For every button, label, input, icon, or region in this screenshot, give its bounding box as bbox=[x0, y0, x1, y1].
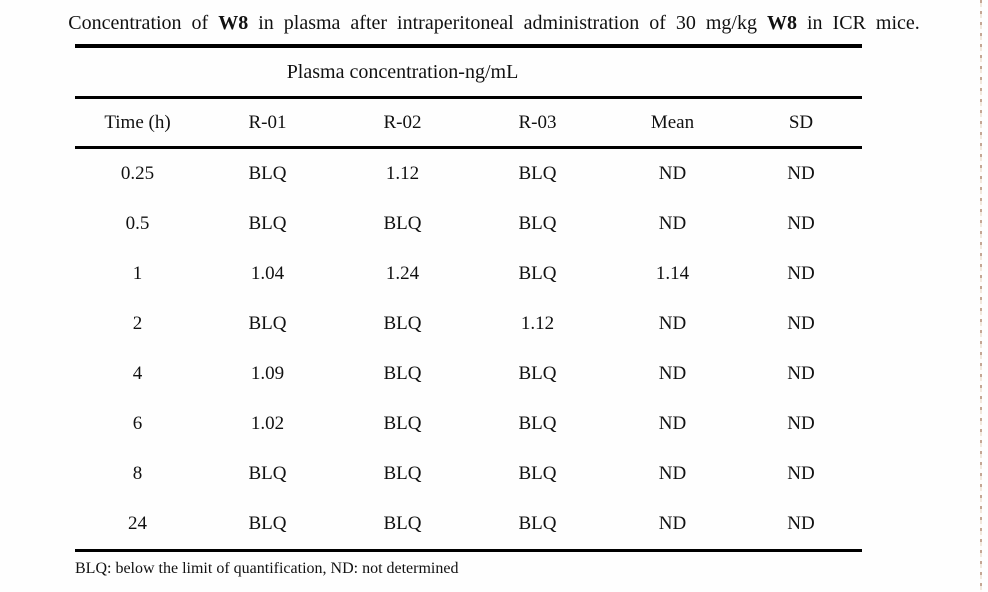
cell-r03: BLQ bbox=[518, 163, 557, 184]
cell-r02: BLQ bbox=[383, 463, 422, 484]
plasma-concentration-table: Plasma concentration-ng/mL Time (h) R-01… bbox=[75, 44, 862, 552]
cell-mean: ND bbox=[658, 213, 687, 234]
cell-time: 1 bbox=[132, 263, 143, 284]
column-header-mean: Mean bbox=[605, 97, 740, 149]
column-header-sd: SD bbox=[740, 97, 862, 149]
cell-r03: BLQ bbox=[518, 363, 557, 384]
cell-time: 4 bbox=[132, 363, 143, 384]
cell-mean: ND bbox=[658, 463, 687, 484]
caption-text: in ICR mice. bbox=[796, 12, 920, 34]
table-caption: Concentration of W8 in plasma after intr… bbox=[0, 0, 988, 36]
cell-sd: ND bbox=[787, 463, 815, 484]
cell-time: 6 bbox=[132, 413, 143, 434]
cell-mean: ND bbox=[605, 499, 740, 552]
cell-r03: BLQ bbox=[518, 413, 557, 434]
cell-r02: BLQ bbox=[383, 313, 422, 334]
cell-r01: 1.04 bbox=[250, 263, 285, 284]
cell-r03: 1.12 bbox=[520, 313, 555, 334]
table-row: 0.5 BLQ BLQ BLQ ND ND bbox=[75, 199, 862, 249]
cell-sd: ND bbox=[787, 413, 815, 434]
caption-compound-name: W8 bbox=[766, 12, 797, 34]
cell-sd: ND bbox=[787, 213, 815, 234]
cell-sd: ND bbox=[740, 499, 862, 552]
cell-sd: ND bbox=[787, 263, 815, 284]
cell-r01: BLQ bbox=[200, 499, 335, 552]
table-footnote: BLQ: below the limit of quantification, … bbox=[75, 560, 459, 577]
table-row: 24 BLQ BLQ BLQ ND ND bbox=[75, 499, 862, 552]
cell-mean: ND bbox=[658, 313, 687, 334]
table-row: 2 BLQ BLQ 1.12 ND ND bbox=[75, 299, 862, 349]
cell-r02: BLQ bbox=[383, 413, 422, 434]
cell-sd: ND bbox=[787, 363, 815, 384]
span-header-spacer bbox=[75, 46, 200, 99]
cell-time: 0.25 bbox=[120, 163, 155, 184]
cell-r02: BLQ bbox=[335, 499, 470, 552]
column-header-r02: R-02 bbox=[335, 97, 470, 149]
cell-r01: BLQ bbox=[248, 313, 287, 334]
column-header-r03: R-03 bbox=[470, 97, 605, 149]
cell-mean: ND bbox=[658, 363, 687, 384]
cell-r03: BLQ bbox=[518, 263, 557, 284]
table-row: 4 1.09 BLQ BLQ ND ND bbox=[75, 349, 862, 399]
cell-time: 0.5 bbox=[125, 213, 150, 234]
caption-text: Concentration of bbox=[68, 12, 219, 34]
cell-sd: ND bbox=[787, 313, 815, 334]
cell-mean: ND bbox=[658, 413, 687, 434]
cell-r01: BLQ bbox=[248, 213, 287, 234]
cell-mean: 1.14 bbox=[655, 263, 690, 284]
caption-compound-name: W8 bbox=[218, 12, 249, 34]
cell-r02: 1.12 bbox=[385, 163, 420, 184]
cell-sd: ND bbox=[787, 163, 815, 184]
cell-time: 24 bbox=[75, 499, 200, 552]
cell-r01: BLQ bbox=[248, 463, 287, 484]
span-header-row: Plasma concentration-ng/mL bbox=[75, 46, 862, 99]
cell-r01: BLQ bbox=[248, 163, 287, 184]
cell-r02: 1.24 bbox=[385, 263, 420, 284]
cell-r03: BLQ bbox=[518, 463, 557, 484]
cell-r03: BLQ bbox=[518, 213, 557, 234]
scan-artifact-line bbox=[980, 0, 982, 592]
table-row: 8 BLQ BLQ BLQ ND ND bbox=[75, 449, 862, 499]
column-header-r01: R-01 bbox=[200, 97, 335, 149]
column-header-time: Time (h) bbox=[75, 97, 200, 149]
column-header-row: Time (h) R-01 R-02 R-03 Mean SD bbox=[75, 97, 862, 149]
cell-r01: 1.09 bbox=[250, 363, 285, 384]
caption-text: in plasma after intraperitoneal administ… bbox=[248, 12, 767, 34]
table-row: 0.25 BLQ 1.12 BLQ ND ND bbox=[75, 148, 862, 200]
cell-r02: BLQ bbox=[383, 363, 422, 384]
table-row: 6 1.02 BLQ BLQ ND ND bbox=[75, 399, 862, 449]
cell-r02: BLQ bbox=[383, 213, 422, 234]
cell-time: 2 bbox=[132, 313, 143, 334]
cell-r01: 1.02 bbox=[250, 413, 285, 434]
table-row: 1 1.04 1.24 BLQ 1.14 ND bbox=[75, 249, 862, 299]
cell-time: 8 bbox=[132, 463, 143, 484]
span-header-spacer bbox=[605, 46, 862, 99]
cell-mean: ND bbox=[658, 163, 687, 184]
span-header: Plasma concentration-ng/mL bbox=[200, 46, 605, 99]
cell-r03: BLQ bbox=[470, 499, 605, 552]
